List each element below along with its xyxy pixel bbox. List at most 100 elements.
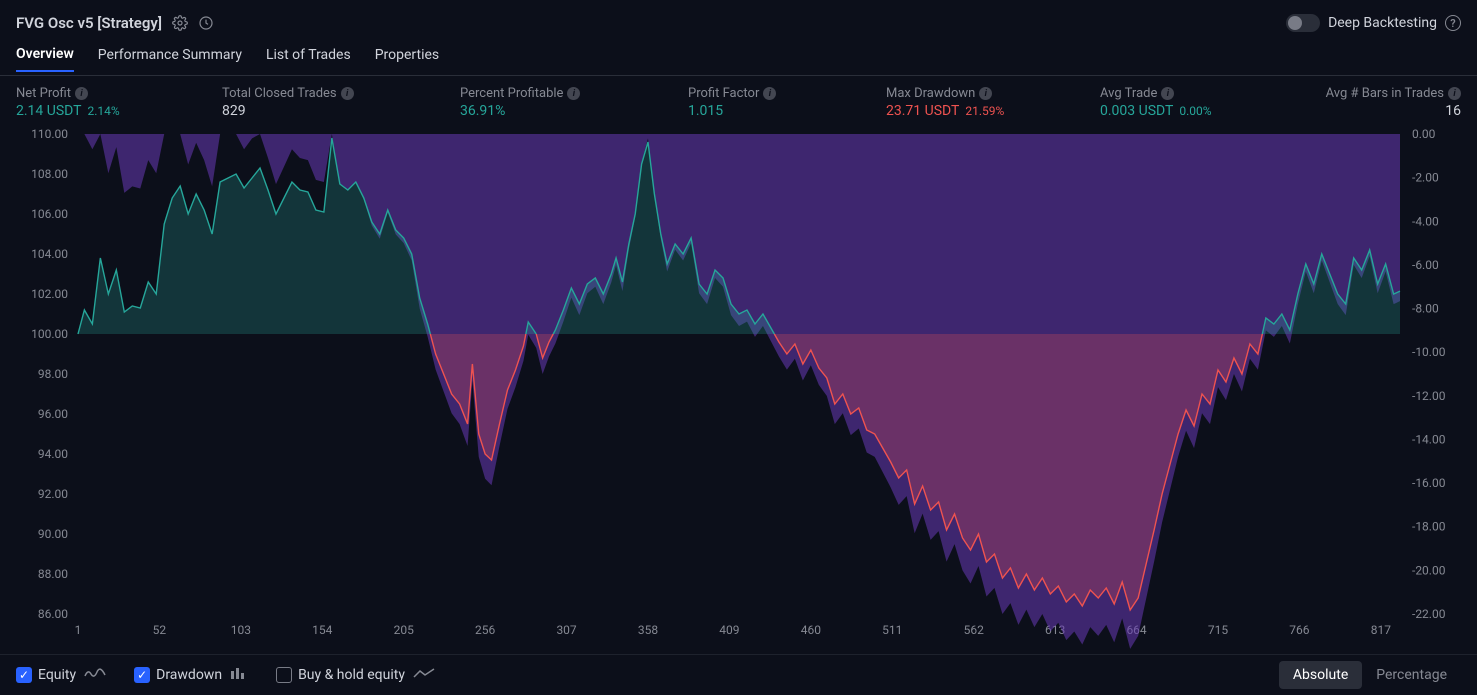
- svg-text:817: 817: [1371, 623, 1391, 637]
- tab-properties[interactable]: Properties: [375, 47, 439, 71]
- info-icon[interactable]: i: [763, 87, 776, 100]
- svg-text:-10.00: -10.00: [1412, 345, 1446, 359]
- metric-label: Avg Trade i: [1100, 86, 1212, 101]
- metric-label: Avg # Bars in Trades i: [1326, 86, 1461, 101]
- wave-icon: [84, 667, 106, 683]
- refresh-icon[interactable]: [198, 15, 214, 31]
- svg-text:104.00: 104.00: [31, 247, 68, 261]
- svg-text:88.00: 88.00: [38, 567, 68, 581]
- svg-text:358: 358: [638, 623, 658, 637]
- svg-text:108.00: 108.00: [31, 167, 68, 181]
- legend-label: Equity: [38, 667, 76, 683]
- svg-text:90.00: 90.00: [38, 527, 68, 541]
- metric-label: Total Closed Trades i: [222, 86, 354, 101]
- svg-text:96.00: 96.00: [38, 407, 68, 421]
- svg-text:1: 1: [75, 623, 82, 637]
- metric-label: Percent Profitable i: [460, 86, 580, 101]
- svg-text:94.00: 94.00: [38, 447, 68, 461]
- svg-text:100.00: 100.00: [31, 327, 68, 341]
- svg-text:92.00: 92.00: [38, 487, 68, 501]
- metric-label: Net Profit i: [16, 86, 120, 101]
- tab-performance-summary[interactable]: Performance Summary: [98, 47, 242, 71]
- svg-text:562: 562: [964, 623, 984, 637]
- metric-subvalue: 21.59%: [965, 104, 1004, 118]
- legend-drawdown[interactable]: ✓ Drawdown: [134, 667, 248, 683]
- metric-profit-factor: Profit Factor i 1.015: [688, 86, 776, 119]
- svg-text:-2.00: -2.00: [1412, 171, 1439, 185]
- legend-buyhold[interactable]: Buy & hold equity: [276, 667, 435, 683]
- svg-text:-22.00: -22.00: [1412, 607, 1446, 621]
- legend-label: Buy & hold equity: [298, 667, 405, 683]
- info-icon[interactable]: i: [341, 87, 354, 100]
- svg-text:-18.00: -18.00: [1412, 520, 1446, 534]
- svg-text:511: 511: [882, 623, 902, 637]
- svg-text:-16.00: -16.00: [1412, 476, 1446, 490]
- equity-chart[interactable]: 110.00 108.00 106.00 104.00 102.00 100.00 98.0…: [0, 124, 1477, 654]
- metric-value: 0.003 USDT0.00%: [1100, 103, 1212, 119]
- svg-text:460: 460: [801, 623, 821, 637]
- deep-backtesting-toggle[interactable]: [1286, 14, 1320, 32]
- info-icon[interactable]: i: [567, 87, 580, 100]
- checkbox-icon[interactable]: [276, 667, 292, 683]
- svg-text:766: 766: [1289, 623, 1309, 637]
- metric-max-drawdown: Max Drawdown i23.71 USDT21.59%: [886, 86, 1004, 119]
- line-icon: [413, 667, 435, 683]
- mode-absolute[interactable]: Absolute: [1279, 661, 1362, 689]
- svg-text:-4.00: -4.00: [1412, 214, 1439, 228]
- svg-text:-12.00: -12.00: [1412, 389, 1446, 403]
- metric-value: 36.91%: [460, 103, 580, 119]
- svg-text:-6.00: -6.00: [1412, 258, 1439, 272]
- chart-footer: ✓ Equity ✓ Drawdown Buy & hold equity Absolu…: [0, 654, 1477, 695]
- checkbox-icon[interactable]: ✓: [16, 667, 32, 683]
- metrics-row: Net Profit i 2.14 USDT2.14% Total Closed T…: [0, 76, 1477, 124]
- info-icon[interactable]: i: [75, 87, 88, 100]
- metric-value: 2.14 USDT2.14%: [16, 103, 120, 119]
- settings-icon[interactable]: [172, 15, 188, 31]
- mode-percentage[interactable]: Percentage: [1362, 661, 1461, 689]
- svg-text:110.00: 110.00: [31, 127, 68, 141]
- svg-text:52: 52: [153, 623, 167, 637]
- metric-closed-trades: Total Closed Trades i 829: [222, 86, 354, 119]
- strategy-header: FVG Osc v5 [Strategy] Deep Backtesting ?: [0, 0, 1477, 42]
- svg-text:106.00: 106.00: [31, 207, 68, 221]
- deep-backtesting-label: Deep Backtesting: [1328, 15, 1437, 31]
- strategy-title: FVG Osc v5 [Strategy]: [16, 14, 162, 32]
- svg-text:-8.00: -8.00: [1412, 302, 1439, 316]
- svg-text:-14.00: -14.00: [1412, 432, 1446, 446]
- tab-list-of-trades[interactable]: List of Trades: [266, 47, 351, 71]
- metric-value: 23.71 USDT21.59%: [886, 103, 1004, 119]
- metric-percent-prof: Percent Profitable i 36.91%: [460, 86, 580, 119]
- svg-text:102.00: 102.00: [31, 287, 68, 301]
- metric-subvalue: 2.14%: [88, 104, 120, 118]
- metric-subvalue: 0.00%: [1179, 104, 1211, 118]
- scale-mode-toggle: Absolute Percentage: [1279, 661, 1461, 689]
- svg-text:256: 256: [475, 623, 495, 637]
- tab-overview[interactable]: Overview: [16, 46, 74, 72]
- info-icon[interactable]: i: [979, 87, 992, 100]
- checkbox-icon[interactable]: ✓: [134, 667, 150, 683]
- info-icon[interactable]: i: [1448, 87, 1461, 100]
- legend-equity[interactable]: ✓ Equity: [16, 667, 106, 683]
- info-icon[interactable]: i: [1161, 87, 1174, 100]
- metric-value: 16: [1326, 103, 1461, 119]
- svg-text:86.00: 86.00: [38, 607, 68, 621]
- legend-label: Drawdown: [156, 667, 222, 683]
- metric-avg-bars: Avg # Bars in Trades i 16: [1326, 86, 1461, 119]
- svg-text:307: 307: [556, 623, 576, 637]
- svg-text:205: 205: [394, 623, 414, 637]
- svg-text:409: 409: [719, 623, 739, 637]
- svg-text:0.00: 0.00: [1412, 127, 1436, 141]
- svg-text:98.00: 98.00: [38, 367, 68, 381]
- svg-text:715: 715: [1208, 623, 1228, 637]
- metric-value: 829: [222, 103, 354, 119]
- metric-label: Profit Factor i: [688, 86, 776, 101]
- metric-net-profit: Net Profit i 2.14 USDT2.14%: [16, 86, 120, 119]
- help-icon[interactable]: ?: [1445, 15, 1461, 31]
- bars-icon: [230, 667, 248, 683]
- metric-avg-trade: Avg Trade i 0.003 USDT0.00%: [1100, 86, 1212, 119]
- metric-value: 1.015: [688, 103, 776, 119]
- svg-text:-20.00: -20.00: [1412, 563, 1446, 577]
- tabs-bar: Overview Performance Summary List of Tra…: [0, 42, 1477, 76]
- svg-text:154: 154: [312, 623, 332, 637]
- chart-legend: ✓ Equity ✓ Drawdown Buy & hold equity: [16, 667, 435, 683]
